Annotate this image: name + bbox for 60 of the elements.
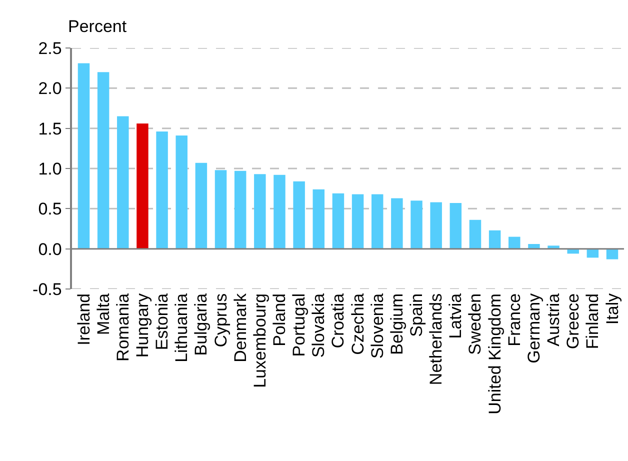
bar — [214, 170, 227, 249]
y-tick-label: 1.5 — [38, 119, 62, 138]
x-tick-label: Latvia — [446, 292, 466, 339]
bar — [352, 194, 364, 249]
x-tick-label: Italy — [602, 292, 622, 325]
bar — [430, 202, 442, 249]
bar — [254, 174, 266, 249]
x-tick-label: Portugal — [290, 293, 309, 357]
bar — [312, 189, 325, 249]
x-tick-label: Ireland — [74, 293, 94, 346]
y-tick-label: 2.5 — [38, 38, 62, 58]
x-tick-label: Romania — [113, 292, 132, 362]
bar — [176, 136, 188, 249]
x-tick-label: Slovakia — [309, 292, 328, 358]
x-tick-label: Greece — [564, 293, 583, 350]
bar — [332, 193, 344, 249]
x-tick-label: France — [504, 293, 524, 346]
bar — [78, 63, 90, 249]
x-tick-label: Denmark — [230, 292, 250, 362]
x-tick-label: Germany — [524, 292, 544, 364]
y-axis-title: Percent — [68, 17, 127, 36]
bar — [274, 174, 286, 249]
bar — [234, 170, 246, 249]
y-tick-label: 2.0 — [38, 79, 62, 98]
bar — [371, 194, 384, 249]
y-tick-label: -0.5 — [32, 280, 62, 299]
y-tick-label: 1.0 — [38, 159, 62, 178]
x-tick-label: Hungary — [132, 292, 152, 358]
x-tick-label: Czechia — [348, 292, 368, 355]
x-tick-label: Sweden — [466, 293, 485, 355]
x-tick-label: Cyprus — [211, 293, 230, 348]
bar — [410, 200, 422, 249]
x-tick-label: United Kingdom — [485, 293, 504, 414]
x-tick-label: Croatia — [328, 292, 348, 348]
bar — [488, 230, 501, 249]
bar — [117, 116, 129, 249]
x-tick-label: Spain — [407, 293, 426, 337]
bar — [136, 124, 148, 249]
bar — [606, 248, 618, 260]
bar — [156, 132, 168, 249]
bar — [97, 72, 110, 249]
x-tick-label: Bulgaria — [192, 292, 211, 356]
x-tick-label: Netherlands — [426, 293, 446, 386]
x-tick-label: Austria — [544, 292, 564, 346]
bar — [450, 203, 462, 249]
bar — [508, 236, 520, 249]
bar — [391, 198, 403, 249]
x-tick-label: Slovenia — [368, 292, 387, 359]
bar — [195, 162, 208, 249]
x-tick-label: Finland — [583, 293, 602, 350]
x-tick-label: Malta — [94, 292, 113, 335]
bar — [293, 181, 305, 249]
bar — [469, 220, 482, 249]
x-tick-label: Lithuania — [172, 292, 192, 362]
x-tick-label: Estonia — [152, 292, 172, 350]
x-tick-label: Belgium — [387, 293, 406, 355]
x-tick-label: Poland — [270, 293, 290, 346]
y-tick-label: 0.0 — [38, 240, 62, 259]
y-tick-label: 0.5 — [38, 200, 62, 219]
x-tick-label: Luxembourg — [250, 293, 270, 388]
